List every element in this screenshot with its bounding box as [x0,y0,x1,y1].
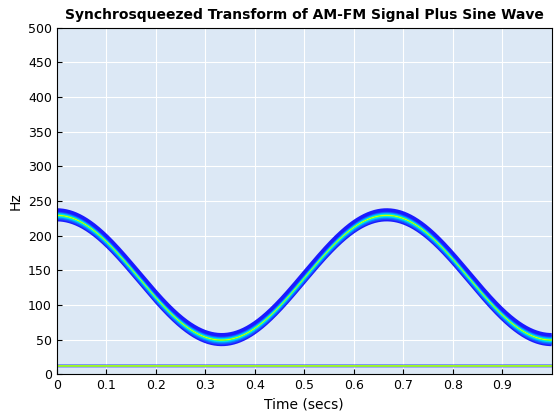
Title: Synchrosqueezed Transform of AM-FM Signal Plus Sine Wave: Synchrosqueezed Transform of AM-FM Signa… [65,8,544,22]
X-axis label: Time (secs): Time (secs) [264,398,344,412]
Y-axis label: Hz: Hz [8,192,22,210]
